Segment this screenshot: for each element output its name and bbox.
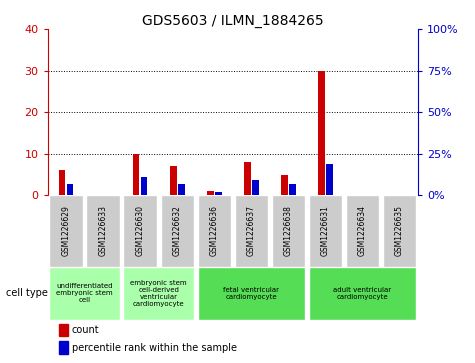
Bar (207, 191, 214, 195)
Text: fetal ventricular
cardiomyocyte: fetal ventricular cardiomyocyte (223, 287, 279, 300)
Bar (252, 180, 258, 195)
Bar (272, 195, 305, 267)
Bar (309, 195, 342, 267)
Text: GSM1226630: GSM1226630 (136, 205, 144, 257)
Text: GSM1226634: GSM1226634 (358, 205, 367, 257)
Bar (124, 267, 194, 320)
Text: count: count (72, 325, 99, 335)
Bar (124, 195, 157, 267)
Text: embryonic stem
cell-derived
ventricular
cardiomyocyte: embryonic stem cell-derived ventricular … (130, 280, 187, 307)
Bar (215, 192, 221, 195)
Bar (198, 267, 305, 320)
Bar (161, 195, 194, 267)
Text: GSM1226631: GSM1226631 (321, 205, 330, 256)
Text: percentile rank within the sample: percentile rank within the sample (72, 343, 237, 353)
Title: GDS5603 / ILMN_1884265: GDS5603 / ILMN_1884265 (142, 14, 323, 28)
Bar (289, 184, 295, 195)
Bar (244, 162, 251, 195)
Bar (59, 170, 66, 195)
Bar (141, 177, 147, 195)
Text: GSM1226633: GSM1226633 (99, 205, 107, 257)
Bar (235, 195, 268, 267)
Bar (198, 195, 231, 267)
Bar (58, 342, 68, 354)
Bar (281, 175, 288, 195)
Text: GSM1226638: GSM1226638 (284, 205, 293, 256)
Text: GSM1226635: GSM1226635 (395, 205, 404, 257)
Bar (66, 184, 73, 195)
Bar (86, 195, 120, 267)
Text: GSM1226632: GSM1226632 (173, 205, 181, 256)
Text: undifferentiated
embryonic stem
cell: undifferentiated embryonic stem cell (56, 284, 113, 303)
Bar (133, 154, 140, 195)
Bar (318, 71, 325, 195)
Bar (346, 195, 379, 267)
Bar (309, 267, 416, 320)
Bar (49, 195, 83, 267)
Bar (170, 166, 177, 195)
Text: GSM1226637: GSM1226637 (247, 205, 256, 257)
Text: GSM1226636: GSM1226636 (210, 205, 218, 257)
Text: GSM1226629: GSM1226629 (62, 205, 70, 256)
Bar (58, 324, 68, 336)
Bar (178, 184, 184, 195)
Bar (326, 164, 332, 195)
Text: cell type: cell type (6, 288, 48, 298)
Bar (383, 195, 416, 267)
Text: adult ventricular
cardiomyocyte: adult ventricular cardiomyocyte (333, 287, 391, 300)
Bar (49, 267, 120, 320)
